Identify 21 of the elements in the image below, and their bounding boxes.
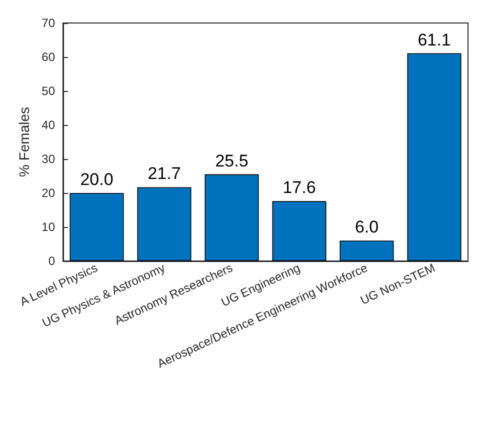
y-tick-label: 10 <box>42 220 56 234</box>
data-label: 61.1 <box>418 30 451 50</box>
bar <box>204 174 259 261</box>
bar <box>137 187 192 261</box>
data-label: 25.5 <box>215 151 248 170</box>
y-tick-label: 30 <box>42 152 56 166</box>
data-label: 6.0 <box>354 218 379 237</box>
data-label: 21.7 <box>148 164 181 184</box>
bar <box>70 193 124 261</box>
data-label: 20.0 <box>80 170 114 189</box>
y-tick-label: 70 <box>42 16 56 30</box>
y-axis-title: % Females <box>16 106 32 178</box>
y-tick-label: 20 <box>42 186 56 200</box>
y-tick-label: 50 <box>42 84 56 98</box>
bar <box>272 201 326 261</box>
bar <box>340 240 394 261</box>
y-tick-label: 60 <box>42 50 56 64</box>
y-tick-label: 40 <box>42 118 56 132</box>
data-label: 17.6 <box>282 178 316 198</box>
y-tick-label: 0 <box>48 254 56 268</box>
bar <box>407 53 462 261</box>
